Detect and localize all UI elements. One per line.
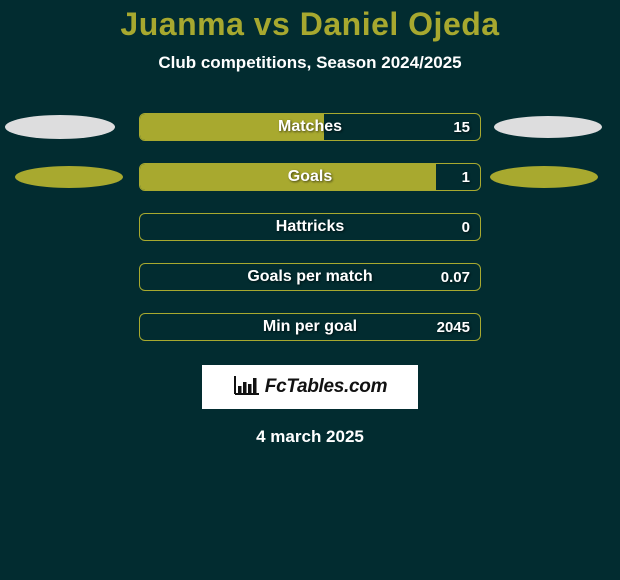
left-team-marker [5,115,115,139]
stat-bar: Min per goal 2045 [139,313,481,341]
stat-bar: Matches 15 [139,113,481,141]
bar-chart-icon [233,374,261,401]
right-team-marker [494,116,602,138]
stat-value: 0 [462,219,470,236]
logo-text: FcTables.com [265,376,387,398]
stat-row-hattricks: Hattricks 0 [0,213,620,241]
stat-label: Goals per match [247,268,372,286]
stat-label: Min per goal [263,318,357,336]
stat-row-min-per-goal: Min per goal 2045 [0,313,620,341]
stat-label: Matches [278,118,342,136]
stat-label: Hattricks [276,218,344,236]
comparison-widget: Juanma vs Daniel Ojeda Club competitions… [0,0,620,580]
stat-bar: Goals per match 0.07 [139,263,481,291]
stat-bar: Hattricks 0 [139,213,481,241]
stat-value: 1 [462,169,470,186]
stat-row-goals-per-match: Goals per match 0.07 [0,263,620,291]
page-title: Juanma vs Daniel Ojeda [120,6,499,43]
subtitle: Club competitions, Season 2024/2025 [158,53,461,73]
stat-value: 2045 [437,319,470,336]
left-team-marker [15,166,123,188]
stat-row-goals: Goals 1 [0,163,620,191]
stat-value: 0.07 [441,269,470,286]
stat-label: Goals [288,168,332,186]
stats-area: Matches 15 Goals 1 Hattricks 0 [0,113,620,341]
stat-bar: Goals 1 [139,163,481,191]
stat-value: 15 [453,119,470,136]
stat-row-matches: Matches 15 [0,113,620,141]
right-team-marker [490,166,598,188]
fctables-logo-link[interactable]: FcTables.com [202,365,418,409]
date-label: 4 march 2025 [256,427,364,447]
